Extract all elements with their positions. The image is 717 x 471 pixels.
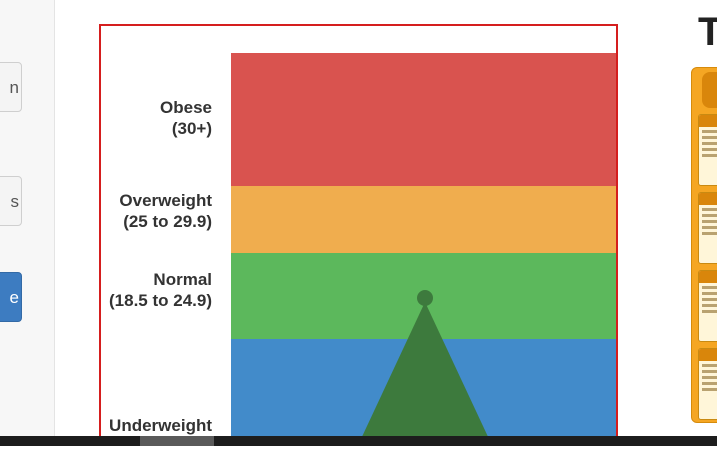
orange-widget — [691, 67, 717, 423]
left-panel: n s e — [0, 0, 55, 436]
scrollbar-thumb[interactable] — [140, 436, 214, 446]
label-underweight: Underweight — [101, 415, 212, 436]
bmi-indicator — [359, 290, 491, 442]
label-normal: Normal (18.5 to 24.9) — [101, 269, 212, 311]
label-overweight-name: Overweight — [119, 191, 212, 210]
sidebar-button-3-label: e — [9, 288, 19, 307]
label-obese-name: Obese — [160, 98, 212, 117]
info-card[interactable] — [698, 348, 717, 420]
info-card[interactable] — [698, 114, 717, 186]
label-overweight-range: (25 to 29.9) — [123, 212, 212, 231]
sidebar-button-1-label: n — [9, 78, 19, 97]
horizontal-scrollbar[interactable] — [0, 436, 717, 446]
label-overweight: Overweight (25 to 29.9) — [101, 190, 212, 232]
label-obese-range: (30+) — [171, 119, 212, 138]
label-normal-range: (18.5 to 24.9) — [109, 291, 212, 310]
sidebar-button-1[interactable]: n — [0, 62, 22, 112]
label-underweight-name: Underweight — [109, 416, 212, 435]
indicator-pointer — [359, 302, 491, 442]
info-card[interactable] — [698, 270, 717, 342]
label-obese: Obese (30+) — [101, 97, 212, 139]
orange-widget-header — [702, 72, 717, 108]
sidebar-button-2[interactable]: s — [0, 176, 22, 226]
right-panel: T — [690, 0, 717, 436]
label-normal-name: Normal — [153, 270, 212, 289]
band-obese — [231, 53, 616, 186]
band-overweight — [231, 186, 616, 253]
indicator-knob — [417, 290, 433, 306]
sidebar-button-3[interactable]: e — [0, 272, 22, 322]
info-card[interactable] — [698, 192, 717, 264]
sidebar-button-2-label: s — [10, 192, 20, 211]
right-panel-title: T — [698, 10, 717, 54]
bmi-chart: Obese (30+) Overweight (25 to 29.9) Norm… — [99, 24, 618, 444]
